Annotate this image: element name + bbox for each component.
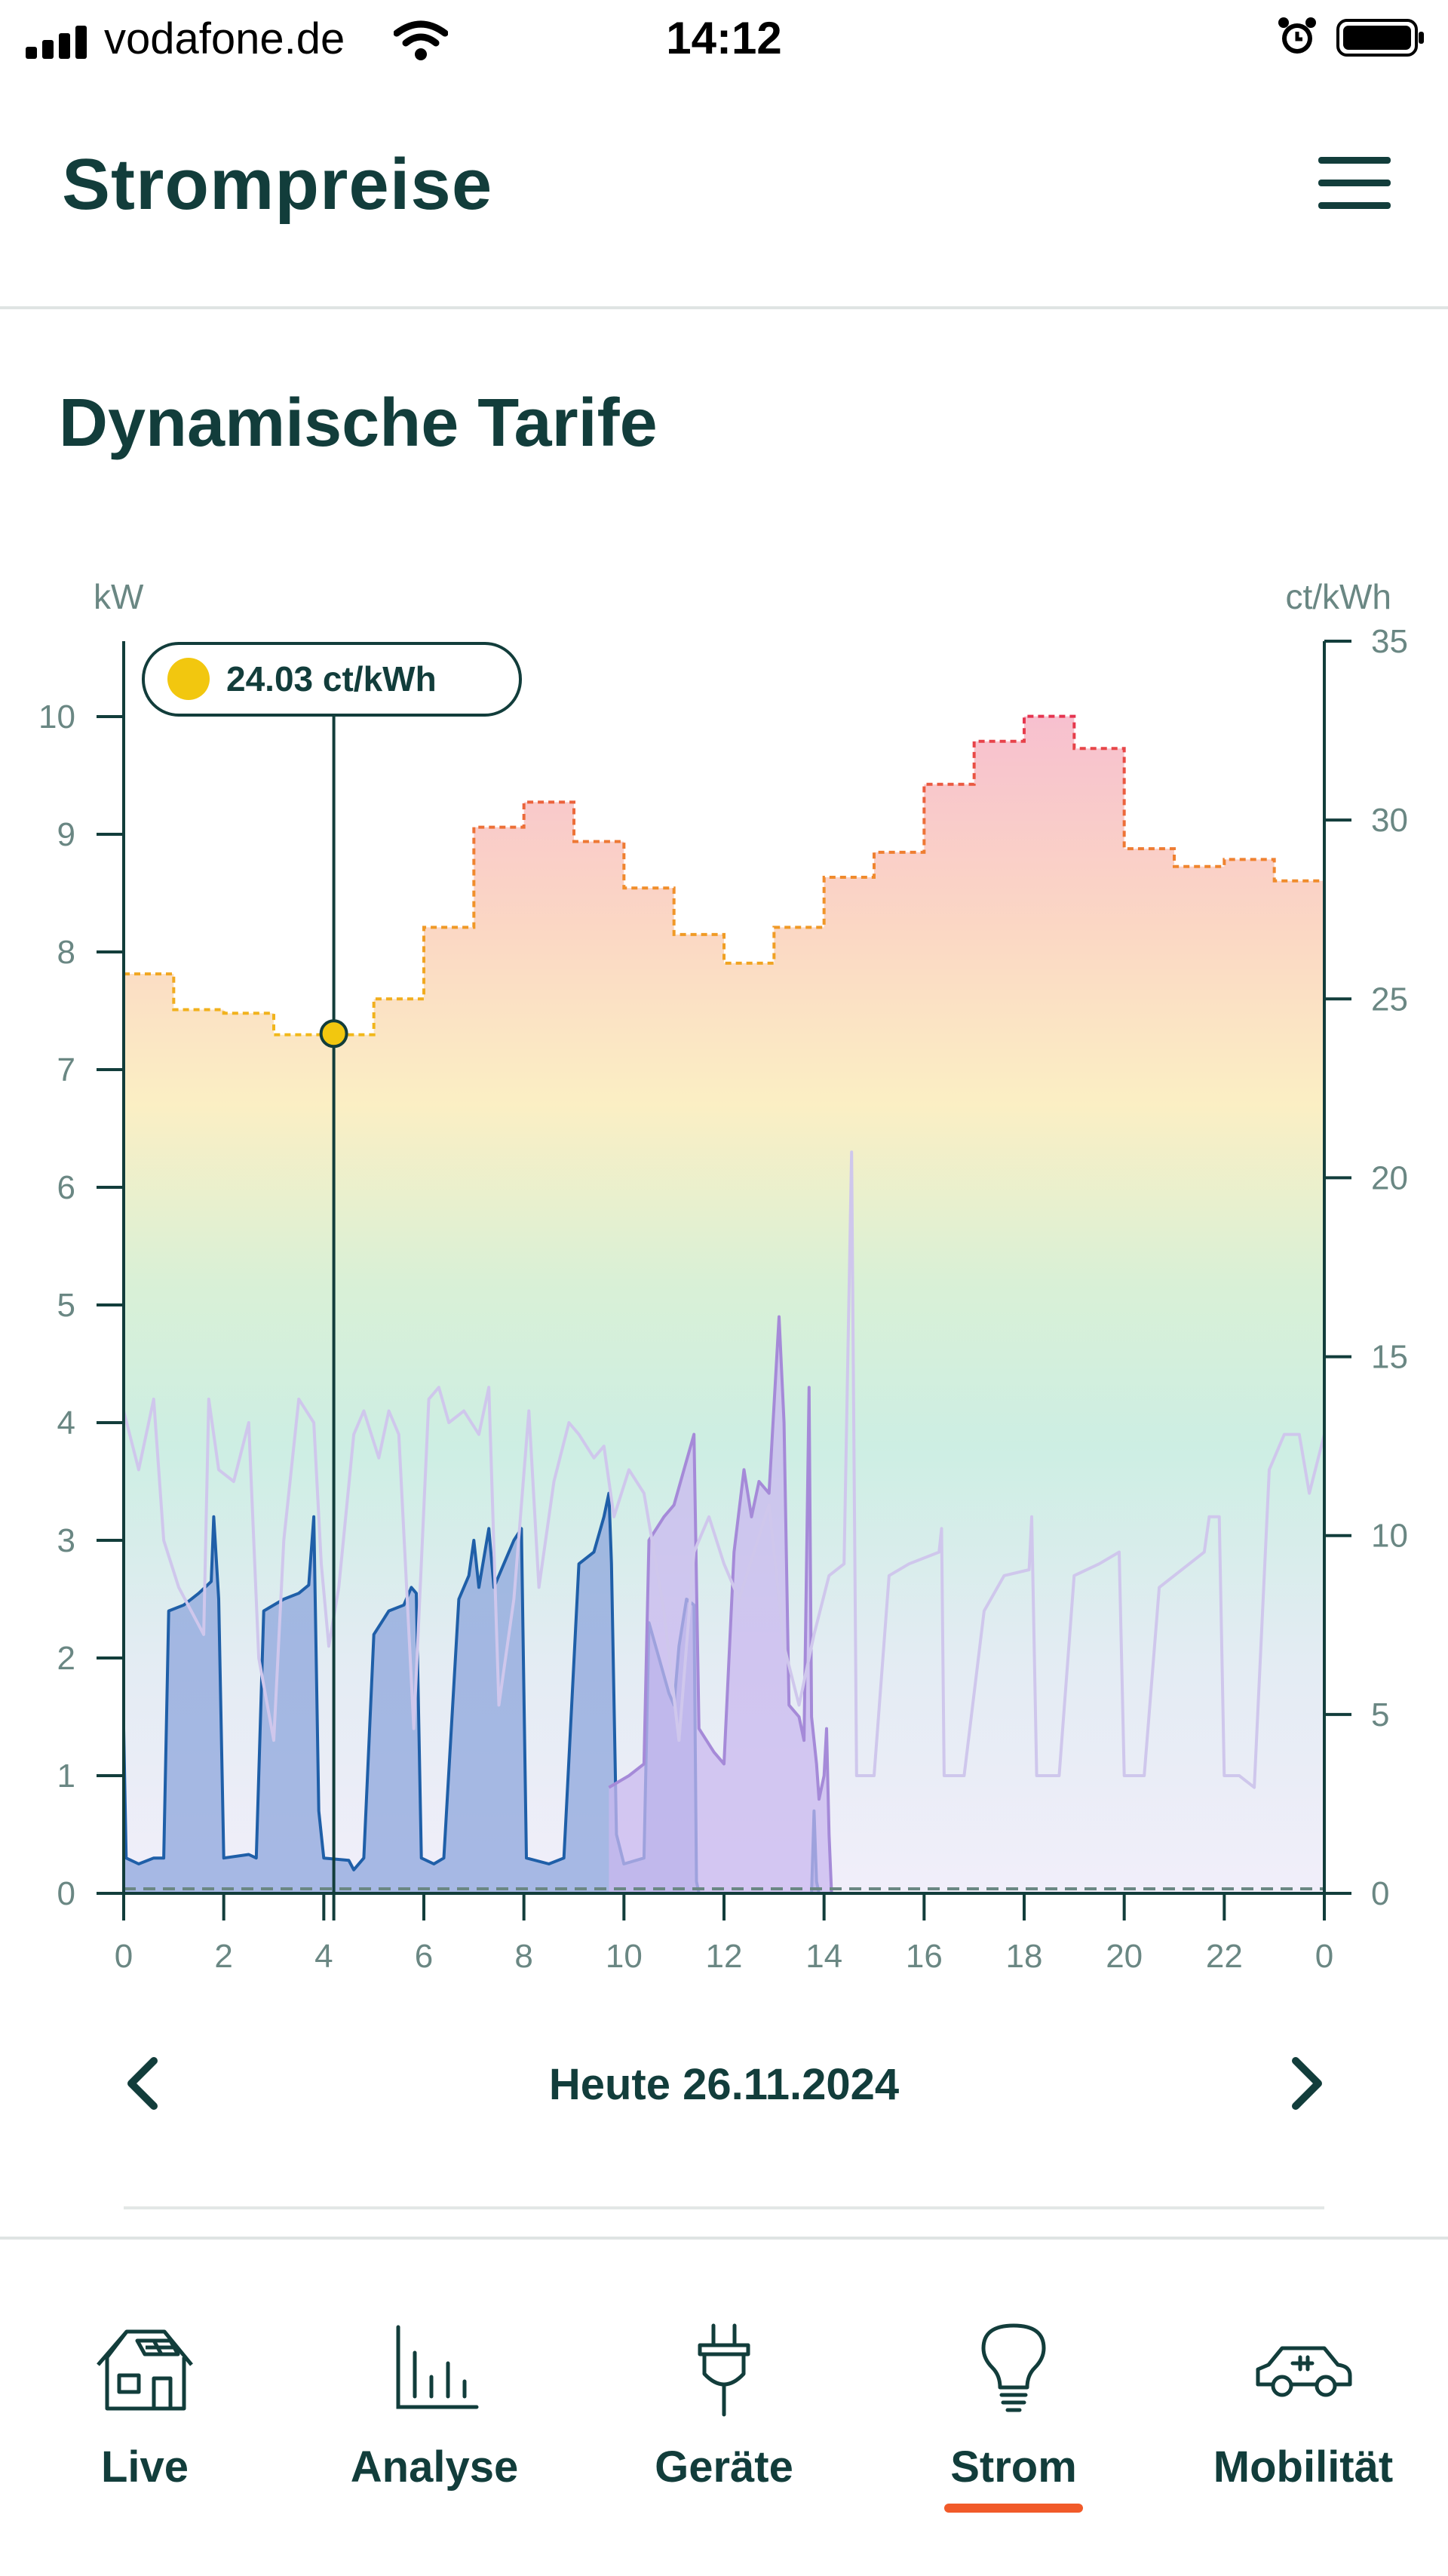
right-tick-label: 30	[1371, 802, 1408, 839]
app-header: Strompreise	[0, 83, 1448, 309]
price-area	[124, 716, 1324, 1893]
left-tick-label: 3	[57, 1522, 75, 1559]
x-tick-label: 0	[115, 1938, 133, 1975]
series-area-0	[124, 1493, 820, 1893]
right-tick-label: 20	[1371, 1159, 1408, 1196]
active-tab-indicator	[944, 2504, 1083, 2513]
left-tick-label: 2	[57, 1640, 75, 1677]
left-axis-unit: kW	[94, 577, 144, 616]
x-tick-label: 4	[314, 1938, 333, 1975]
right-tick-label: 10	[1371, 1518, 1408, 1555]
left-tick-label: 8	[57, 934, 75, 971]
plug-icon	[698, 2323, 750, 2417]
series-line-2	[122, 1150, 1326, 1789]
x-tick-label: 12	[706, 1938, 743, 1975]
nav-item-geraete[interactable]: Geräte	[579, 2240, 869, 2511]
divider	[124, 2206, 1324, 2209]
price-tooltip: 24.03 ct/kWh	[142, 642, 522, 717]
bar-chart-icon	[396, 2325, 479, 2409]
price-line	[124, 714, 1324, 1036]
house-solar-icon	[97, 2329, 193, 2411]
right-tick-label: 35	[1371, 623, 1408, 660]
nav-item-mobilitaet[interactable]: Mobilität	[1158, 2240, 1448, 2511]
x-tick-label: 10	[606, 1938, 643, 1975]
wifi-icon	[394, 20, 448, 60]
right-tick-label: 0	[1371, 1875, 1389, 1912]
signal-icon	[26, 26, 90, 59]
series-line-1	[608, 1315, 833, 1894]
bottom-navigation: Live Analyse Geräte	[0, 2240, 1448, 2576]
left-tick-label: 10	[38, 698, 75, 735]
left-tick-label: 1	[57, 1758, 75, 1795]
nav-item-live[interactable]: Live	[0, 2240, 290, 2511]
nav-label: Mobilität	[1213, 2442, 1394, 2492]
x-tick-label: 16	[906, 1938, 943, 1975]
menu-button[interactable]	[1318, 157, 1394, 217]
right-tick-label: 15	[1371, 1339, 1408, 1376]
left-tick-label: 7	[57, 1052, 75, 1088]
nav-label: Analyse	[350, 2442, 519, 2492]
x-tick-label: 20	[1106, 1938, 1143, 1975]
clock: 14:12	[666, 13, 782, 63]
section-title: Dynamische Tarife	[59, 385, 658, 461]
nav-label: Geräte	[655, 2442, 793, 2492]
chevron-right-icon[interactable]	[1279, 2053, 1332, 2114]
electric-car-icon	[1256, 2346, 1352, 2397]
right-tick-label: 5	[1371, 1696, 1389, 1733]
left-tick-label: 0	[57, 1875, 75, 1912]
divider	[0, 2237, 1448, 2240]
x-tick-label: 22	[1206, 1938, 1243, 1975]
left-tick-label: 4	[57, 1405, 75, 1442]
date-label: Heute 26.11.2024	[548, 2060, 900, 2109]
x-tick-label: 6	[415, 1938, 433, 1975]
nav-item-analyse[interactable]: Analyse	[290, 2240, 579, 2511]
x-tick-label: 2	[214, 1938, 232, 1975]
hamburger-menu-icon	[1318, 157, 1391, 164]
page-title: Strompreise	[62, 144, 493, 225]
left-tick-label: 5	[57, 1287, 75, 1324]
lightbulb-icon	[981, 2323, 1046, 2412]
sun-icon	[167, 658, 210, 700]
tooltip-text: 24.03 ct/kWh	[226, 659, 437, 698]
x-tick-label: 18	[1006, 1938, 1043, 1975]
series-area-1	[609, 1316, 832, 1893]
x-tick-label: 14	[805, 1938, 842, 1975]
cursor-marker	[319, 1019, 348, 1049]
right-tick-label: 25	[1371, 981, 1408, 1018]
left-tick-label: 6	[57, 1169, 75, 1206]
status-bar: vodafone.de 14:12	[0, 0, 1448, 83]
battery-icon	[1336, 19, 1424, 57]
nav-label: Live	[100, 2442, 189, 2492]
nav-label: Strom	[950, 2442, 1077, 2492]
left-tick-label: 9	[57, 816, 75, 853]
x-tick-label: 8	[514, 1938, 532, 1975]
x-tick-label: 0	[1315, 1938, 1333, 1975]
right-axis-unit: ct/kWh	[1285, 577, 1391, 616]
date-navigation: Heute 26.11.2024	[0, 2037, 1448, 2135]
nav-item-strom[interactable]: Strom	[869, 2240, 1158, 2513]
carrier-name: vodafone.de	[104, 14, 345, 63]
alarm-icon	[1278, 17, 1316, 54]
chevron-left-icon[interactable]	[118, 2053, 170, 2114]
